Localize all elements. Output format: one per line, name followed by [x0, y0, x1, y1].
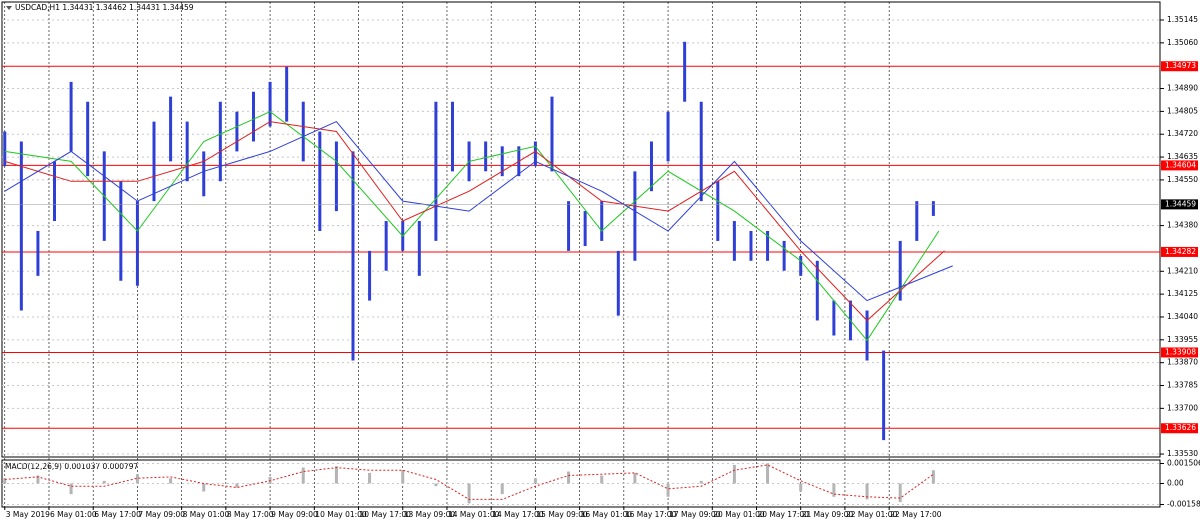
- level-label: 1.34604: [1165, 160, 1196, 169]
- x-tick-label: 17 May 09:00: [669, 510, 721, 519]
- x-tick-label: 7 May 09:00: [138, 510, 185, 519]
- current-price-box: [1161, 199, 1198, 210]
- y-tick-label: 1.34550: [1167, 175, 1198, 184]
- macd-bar: [898, 483, 902, 503]
- x-tick-label: 14 May 17:00: [492, 510, 544, 519]
- macd-bar: [102, 480, 106, 484]
- y-tick-label: 1.34380: [1167, 221, 1198, 230]
- level-label-box: [1161, 61, 1198, 72]
- macd-bar: [567, 471, 571, 484]
- y-tick-label: 1.34125: [1167, 289, 1198, 298]
- y-tick-label: 1.34805: [1167, 106, 1198, 115]
- macd-bar: [633, 472, 637, 484]
- current-price-label: 1.34459: [1165, 199, 1196, 208]
- level-label-box: [1161, 160, 1198, 171]
- y-tick-label: 1.33955: [1167, 335, 1198, 344]
- y-tick-label: 1.33785: [1167, 381, 1198, 390]
- y-tick-label: 0.00: [1167, 479, 1184, 488]
- level-label-box: [1161, 423, 1198, 434]
- x-tick-label: 16 May 01:00: [581, 510, 633, 519]
- level-label: 1.33908: [1165, 347, 1196, 356]
- x-tick-label: 21 May 09:00: [802, 510, 854, 519]
- macd-bar: [931, 470, 935, 484]
- price-panel: [1, 1, 1161, 458]
- macd-bar: [865, 483, 869, 500]
- level-label: 1.34973: [1165, 61, 1196, 70]
- y-tick-label: 1.34210: [1167, 266, 1198, 275]
- x-tick-label: 10 May 17:00: [360, 510, 412, 519]
- macd-bar: [699, 480, 703, 484]
- macd-bar: [401, 470, 405, 484]
- x-tick-label: 10 May 01:00: [315, 510, 367, 519]
- macd-bar: [799, 483, 803, 492]
- x-tick-label: 6 May 17:00: [94, 510, 141, 519]
- x-tick-label: 13 May 09:00: [404, 510, 456, 519]
- macd-bar: [135, 474, 139, 484]
- x-tick-label: 20 May 17:00: [757, 510, 809, 519]
- macd-bar: [666, 483, 670, 497]
- macd-bar: [334, 466, 338, 484]
- y-tick-label: 1.34040: [1167, 312, 1198, 321]
- level-label: 1.33626: [1165, 423, 1196, 432]
- y-tick-label: 0.001506: [1167, 459, 1200, 468]
- level-label: 1.34282: [1165, 247, 1196, 256]
- x-tick-label: 22 May 01:00: [846, 510, 898, 519]
- macd-bar: [832, 483, 836, 497]
- macd-bar: [3, 478, 7, 484]
- y-tick-label: 1.33700: [1167, 403, 1198, 412]
- macd-bar: [533, 478, 537, 484]
- x-tick-label: 6 May 01:00: [50, 510, 97, 519]
- y-tick-label: 1.33870: [1167, 358, 1198, 367]
- macd-bar: [235, 483, 239, 488]
- y-tick-label: 1.34635: [1167, 152, 1198, 161]
- x-tick-label: 22 May 17:00: [890, 510, 942, 519]
- x-tick-label: 16 May 17:00: [625, 510, 677, 519]
- y-tick-label: 1.34720: [1167, 129, 1198, 138]
- x-tick-label: 3 May 2019: [6, 510, 50, 519]
- y-tick-label: 1.35060: [1167, 38, 1198, 47]
- moving-average: [4, 120, 953, 302]
- x-tick-label: 15 May 09:00: [536, 510, 588, 519]
- y-tick-label: 1.34890: [1167, 84, 1198, 93]
- macd-bar: [732, 464, 736, 484]
- x-tick-label: 14 May 01:00: [448, 510, 500, 519]
- y-tick-label: 1.33530: [1167, 449, 1198, 458]
- y-tick-label: -0.001584: [1167, 500, 1200, 509]
- macd-bar: [202, 483, 206, 492]
- menu-icon[interactable]: [6, 6, 12, 10]
- y-tick-label: 1.35145: [1167, 15, 1198, 24]
- macd-bar: [600, 475, 604, 484]
- macd-bar: [169, 478, 173, 484]
- macd-bar: [69, 483, 73, 495]
- moving-average: [4, 111, 940, 342]
- macd-bar: [766, 463, 770, 484]
- macd-signal: [4, 464, 934, 500]
- macd-bar: [467, 483, 471, 504]
- x-tick-label: 9 May 09:00: [271, 510, 318, 519]
- x-tick-label: 8 May 17:00: [227, 510, 274, 519]
- level-label-box: [1161, 347, 1198, 358]
- moving-average: [4, 121, 945, 322]
- x-tick-label: 20 May 01:00: [713, 510, 765, 519]
- macd-bar: [36, 475, 40, 484]
- macd-bar: [434, 483, 438, 487]
- macd-title: MACD(12,26,9) 0.001037 0.000797: [5, 462, 139, 471]
- x-tick-label: 8 May 01:00: [183, 510, 230, 519]
- chart-title: USDCAD,H1 1.34431 1.34462 1.34431 1.3445…: [15, 3, 194, 12]
- macd-bar: [368, 472, 372, 484]
- macd-bar: [301, 467, 305, 484]
- level-label-box: [1161, 246, 1198, 257]
- macd-bar: [500, 483, 504, 495]
- macd-bar: [268, 476, 272, 484]
